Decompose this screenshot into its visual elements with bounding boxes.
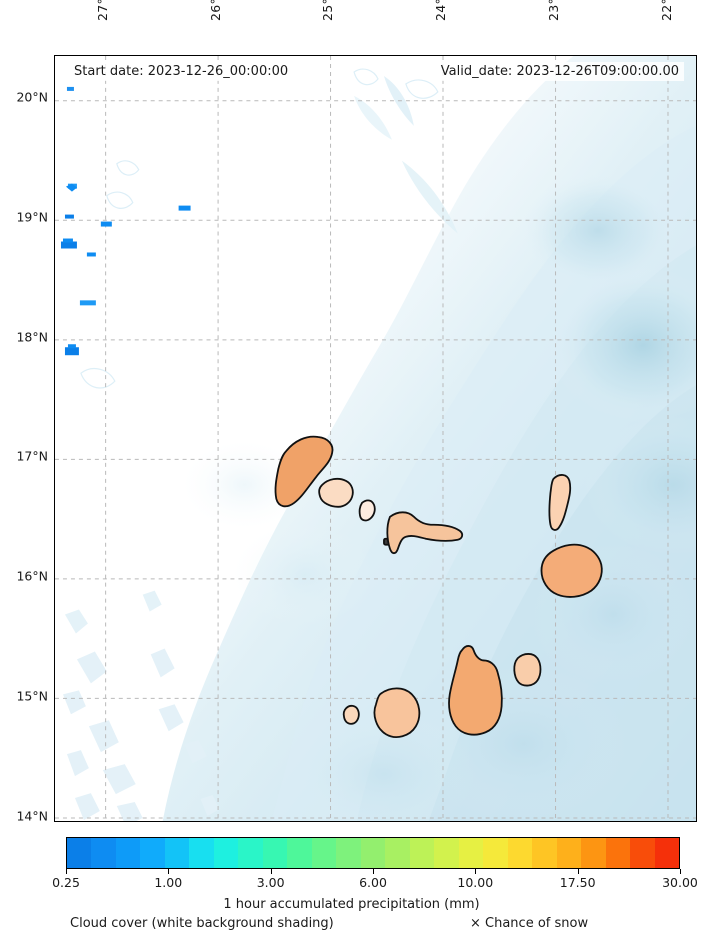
map-plot-area[interactable]: Start date: 2023-12-26_00:00:00 Valid_da… [54,55,697,822]
snow-chance-caption: × Chance of snow [470,916,589,931]
colorbar-segment-16 [458,838,484,868]
x-tick-label-1: 26°W [207,0,223,21]
colorbar-segment-9 [287,838,312,868]
colorbar-segment-3 [140,838,165,868]
colorbar-segment-1 [91,838,116,868]
colorbar-segment-23 [630,838,655,868]
colorbar-tick-6 [680,869,681,874]
island-brava [342,704,360,725]
graticule-grid [55,56,696,821]
colorbar-tick-label-1: 1.00 [154,875,183,890]
x-tick-label-5: 22°W [658,0,674,21]
y-tick-label-3: 17°N [16,448,48,464]
colorbar-segment-6 [213,838,239,868]
x-tick-label-0: 27°W [94,0,110,21]
colorbar-tick-label-3: 6.00 [359,875,387,890]
colorbar-segment-5 [189,838,214,868]
colorbar-segment-24 [654,838,680,868]
colorbar-tick-label-4: 10.00 [457,875,494,890]
colorbar-tick-label-0: 0.25 [52,875,80,890]
colorbar-segment-4 [164,838,190,868]
colorbar-segment-20 [556,838,582,868]
colorbar-tick-1 [168,869,170,874]
colorbar-segment-21 [581,838,606,868]
y-tick-label-0: 14°N [16,808,48,824]
y-tick-label-6: 20°N [16,89,48,105]
island-santo-antao [274,435,334,508]
x-tick-label-2: 25°W [320,0,336,21]
colorbar-segment-22 [605,838,631,868]
colorbar-tick-0 [66,869,67,874]
y-tick-label-2: 16°N [16,568,48,584]
island-santa-luzia [358,499,376,522]
colorbar-tick-label-2: 3.00 [256,875,285,890]
colorbar-segment-17 [483,838,508,868]
valid-date-annotation: Valid_date: 2023-12-26T09:00:00.00 [435,62,684,81]
colorbar-segment-8 [262,838,288,868]
colorbar-segment-18 [507,838,533,868]
colorbar-tick-4 [475,869,477,874]
colorbar-segment-7 [238,838,263,868]
x-tick-label-4: 23°W [545,0,561,21]
colorbar-segment-15 [434,838,459,868]
y-tick-label-1: 15°N [16,688,48,704]
island-santiago [448,645,503,736]
precipitation-layer [60,86,191,356]
colorbar-segment-11 [336,838,361,868]
colorbar-tick-2 [270,869,272,874]
colorbar-gradient[interactable] [66,837,680,869]
colorbar-segment-13 [385,838,410,868]
island-fogo [373,687,421,738]
colorbar-tick-5 [577,869,579,874]
island-sal [548,474,572,531]
y-tick-label-5: 19°N [16,209,48,225]
colorbar-tick-3 [373,869,374,874]
island-sao-vicente [318,477,354,508]
colorbar-segment-19 [532,838,557,868]
cloud-cover-caption: Cloud cover (white background shading) [70,916,334,931]
y-tick-label-4: 18°N [16,329,48,345]
island-boa-vista [540,543,603,598]
x-tick-label-3: 24°W [433,0,449,21]
colorbar-segment-10 [311,838,337,868]
island-sao-nicolau [386,511,464,555]
colorbar-segment-2 [115,838,141,868]
colorbar[interactable]: 0.25 1.00 3.00 6.00 10.00 17.50 30.00 [52,837,698,890]
island-maio [513,653,542,687]
colorbar-segment-12 [360,838,386,868]
colorbar-segment-0 [67,838,92,868]
islands-layer [274,435,603,738]
colorbar-segment-14 [409,838,435,868]
colorbar-title: 1 hour accumulated precipitation (mm) [223,897,480,912]
colorbar-tick-label-5: 17.50 [559,875,596,890]
start-date-annotation: Start date: 2023-12-26_00:00:00 [69,62,294,81]
colorbar-tick-label-6: 30.00 [662,875,698,890]
